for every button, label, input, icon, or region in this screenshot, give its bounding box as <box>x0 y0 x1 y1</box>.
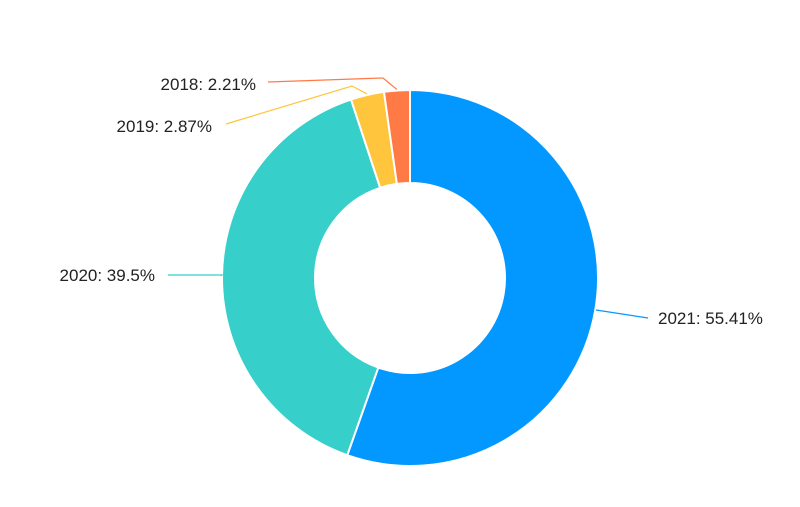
leader-line-2018 <box>267 77 398 90</box>
slice-label-2018: 2018: 2.21% <box>161 75 256 94</box>
leader-line-2019 <box>225 85 368 125</box>
slice-label-2021: 2021: 55.41% <box>658 309 763 328</box>
slice-labels-group: 2021: 55.41% 2020: 39.5% 2019: 2.87% 2018: … <box>60 75 763 328</box>
slices-group <box>221 88 599 467</box>
slice-2018[interactable] <box>382 88 411 186</box>
leader-line-2020 <box>168 274 224 277</box>
leader-lines-group <box>168 77 649 319</box>
slice-label-2019: 2019: 2.87% <box>117 117 212 136</box>
slice-label-2020: 2020: 39.5% <box>60 266 155 285</box>
slice-2021[interactable] <box>345 88 599 467</box>
leader-line-2021 <box>595 309 649 319</box>
slice-2020[interactable] <box>221 98 382 457</box>
